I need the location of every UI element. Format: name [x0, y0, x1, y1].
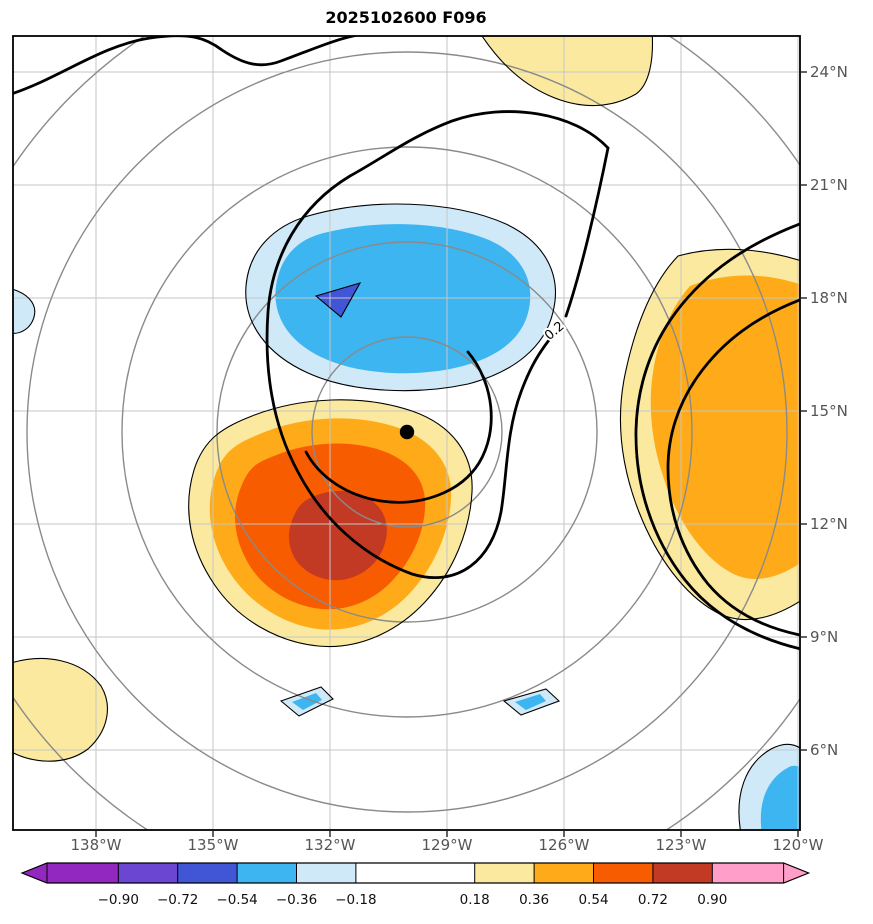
thin-contour-yellow-north	[481, 36, 653, 107]
range-ring-3	[121, 146, 693, 718]
range-ring-1	[311, 336, 503, 528]
region-blue-main-mid	[275, 224, 531, 374]
thick-contour-northwest-wave	[13, 36, 360, 95]
colorbar-cell	[177, 863, 238, 883]
colorbar-tick-label: −0.18	[335, 892, 376, 908]
thin-contour-blue-sliver-1	[279, 686, 334, 717]
thick-contour-central-loop	[265, 110, 610, 579]
colorbar-tick-label: 0.18	[460, 892, 490, 908]
range-ring-2	[216, 241, 598, 623]
plot-frame	[12, 35, 801, 831]
colorbar-cell	[355, 863, 475, 883]
thick-contour-east-outer-arc	[634, 222, 800, 651]
colorbar-tick-label: 0.54	[578, 892, 608, 908]
region-yellow-north	[481, 36, 653, 106]
y-tick-label: 24°N	[810, 63, 848, 81]
x-tick-label: 135°W	[188, 836, 239, 854]
colorbar-tick-label: −0.54	[216, 892, 257, 908]
colorbar-cell	[534, 863, 594, 883]
x-tick-label: 120°W	[773, 836, 824, 854]
region-blue-main-core-triangle	[316, 283, 360, 317]
thick-contour-layer	[13, 36, 800, 651]
thick-contour-central-loop-tail	[564, 146, 610, 318]
region-blue-southeast-inner	[760, 765, 800, 830]
colorbar-cell	[593, 863, 653, 883]
x-tick-label: 129°W	[422, 836, 473, 854]
colorbar-tick-label: 0.90	[697, 892, 727, 908]
colorbar-tick-label: 0.36	[519, 892, 549, 908]
thick-contour-inner-arc	[304, 350, 493, 504]
region-blue-sliver-2-inner	[515, 694, 546, 710]
colorbar-left-arrow	[22, 863, 47, 883]
colorbar-tick-label: −0.36	[276, 892, 317, 908]
thin-contour-blue-triangle	[314, 282, 362, 318]
tick-layer: 138°W 135°W 132°W 129°W 126°W 123°W 120°W 24°N 2…	[71, 63, 848, 854]
colorbar-cell	[474, 863, 535, 883]
region-blue-west-sliver	[13, 289, 35, 334]
range-ring-4	[26, 51, 788, 813]
x-tick-label: 123°W	[656, 836, 707, 854]
chart-title: 2025102600 F096	[325, 8, 486, 27]
colorbar-over-cell	[712, 863, 784, 883]
colorbar-tick-label: −0.90	[98, 892, 139, 908]
x-tick-label: 126°W	[539, 836, 590, 854]
thin-contour-blue-main	[245, 203, 556, 392]
colorbar-cell	[118, 863, 178, 883]
colorbar: −0.90 −0.72 −0.54 −0.36 −0.18 0.18 0.36 0.54 0.7…	[20, 862, 811, 908]
x-tick-label: 132°W	[305, 836, 356, 854]
x-tick-label: 138°W	[71, 836, 122, 854]
thin-contour-orange-east	[619, 248, 800, 621]
y-tick-label: 9°N	[810, 628, 838, 646]
colorbar-cell	[237, 863, 297, 883]
grid-layer	[13, 36, 800, 830]
region-yellow-southwest	[13, 658, 108, 762]
colorbar-under-cell	[47, 863, 119, 883]
thick-contour-east-inner-arc	[666, 298, 800, 637]
y-tick-label: 18°N	[810, 289, 848, 307]
y-tick-label: 12°N	[810, 515, 848, 533]
region-orange-main-core	[288, 490, 387, 581]
y-tick-label: 21°N	[810, 176, 848, 194]
thin-contour-blue-southeast	[738, 743, 800, 830]
colorbar-tick-label: 0.72	[638, 892, 668, 908]
colorbar-cell	[652, 863, 713, 883]
y-tick-label: 15°N	[810, 402, 848, 420]
thin-contour-orange-main	[188, 399, 473, 648]
region-orange-east-inner	[650, 275, 800, 579]
y-tick-label: 6°N	[810, 741, 838, 759]
thin-contour-layer	[13, 36, 800, 830]
region-blue-sliver-1-inner	[292, 693, 322, 710]
colorbar-tick-label: −0.72	[157, 892, 198, 908]
thin-contour-blue-sliver-2	[502, 688, 561, 716]
colorbar-right-arrow	[783, 863, 809, 883]
thin-contour-yellow-southwest	[13, 658, 108, 762]
filled-contour-layer	[13, 36, 800, 830]
colorbar-outline	[20, 862, 811, 884]
colorbar-cell	[296, 863, 356, 883]
storm-center-marker	[399, 424, 415, 440]
